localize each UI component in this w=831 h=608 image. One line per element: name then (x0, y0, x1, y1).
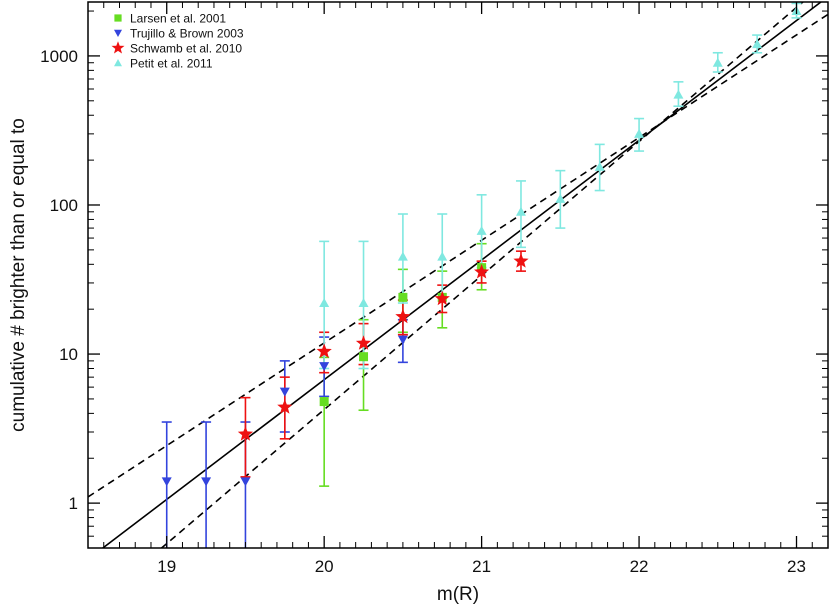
data-point-triangle-up-1 (358, 298, 369, 308)
data-point-star-3 (355, 335, 372, 350)
error-bar-triangle-down-1 (201, 421, 212, 548)
data-point-triangle-up-10 (712, 57, 723, 67)
data-point-triangle-up-7 (594, 161, 605, 171)
data-point-triangle-up-0 (319, 298, 330, 308)
data-point-triangle-down-3 (279, 387, 290, 397)
x-tick-label: 20 (315, 557, 334, 576)
data-point-star-6 (474, 264, 490, 279)
y-tick-label: 1000 (40, 47, 78, 66)
error-bars (161, 2, 802, 548)
fit-line-dashed-2 (160, 2, 805, 548)
x-tick-label: 21 (472, 557, 491, 576)
data-point-triangle-down-4 (319, 362, 330, 372)
legend-label: Petit et al. 2011 (130, 57, 213, 71)
fit-line-solid-0 (101, 2, 823, 548)
legend-label: Larsen et al. 2001 (130, 12, 226, 26)
data-point-square-2 (398, 292, 408, 302)
data-point-triangle-up-9 (673, 89, 684, 99)
data-point-triangle-up-6 (555, 193, 566, 203)
data-point-triangle-down-2 (240, 477, 251, 487)
x-tick-label: 23 (787, 557, 806, 576)
data-point-square-0 (319, 397, 329, 407)
data-point-star-2 (316, 343, 332, 358)
data-point-star-1 (277, 399, 293, 414)
data-point-triangle-down-5 (397, 335, 408, 345)
data-point-triangle-up-8 (634, 128, 645, 138)
y-axis-label: cumulative # brighter than or equal to (8, 118, 29, 432)
data-point-star-5 (434, 290, 450, 306)
y-tick-label: 10 (59, 345, 78, 364)
x-tick-label: 22 (630, 557, 649, 576)
y-tick-label: 1 (69, 494, 78, 513)
fit-lines (88, 2, 828, 548)
legend-marker-triangle-up (114, 59, 122, 67)
legend-marker-triangle-down (114, 29, 122, 37)
data-point-triangle-up-2 (397, 251, 408, 261)
data-point-triangle-down-1 (201, 477, 212, 487)
legend-marker-square (114, 14, 122, 22)
data-point-triangle-up-11 (752, 39, 763, 49)
data-point-triangle-up-5 (515, 206, 526, 216)
data-point-triangle-up-3 (437, 251, 448, 261)
data-markers (161, 6, 802, 487)
data-point-star-7 (513, 253, 529, 268)
data-point-triangle-up-4 (476, 225, 487, 235)
data-point-star-0 (237, 426, 254, 441)
x-axis-label: m(R) (437, 584, 479, 605)
x-tick-label: 19 (157, 557, 176, 576)
fit-line-dashed-1 (88, 13, 828, 498)
y-tick-label: 100 (50, 196, 78, 215)
legend-marker-star (111, 41, 125, 54)
legend-label: Trujillo & Brown 2003 (130, 27, 244, 41)
data-point-square-1 (359, 352, 369, 362)
legend-label: Schwamb et al. 2010 (130, 42, 242, 56)
plot-frame (87, 1, 829, 549)
axis-ticks: 19 20 21 22 23 1 10 100 1000 (40, 2, 828, 576)
data-point-triangle-down-0 (161, 477, 172, 487)
data-point-star-4 (395, 308, 411, 324)
